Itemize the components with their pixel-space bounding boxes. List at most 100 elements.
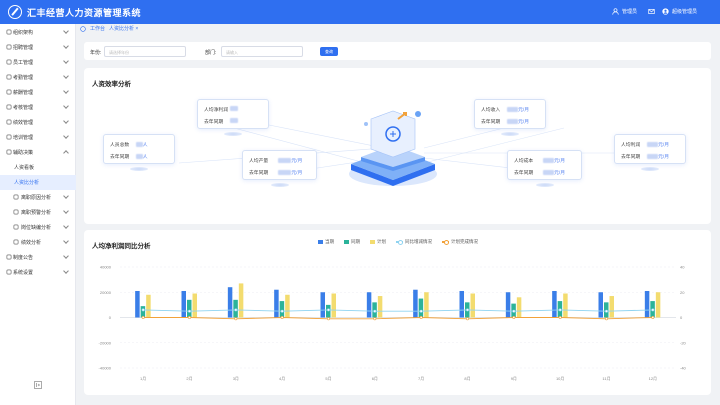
breadcrumb-home[interactable]: 工作台 — [90, 25, 105, 32]
line-point — [142, 309, 144, 311]
sidebar-item-16[interactable]: 系统设置 — [0, 265, 76, 280]
legend-label: 计划完成情况 — [451, 239, 478, 245]
leave-icon — [13, 194, 19, 200]
sidebar-item-label: 系统设置 — [13, 269, 33, 276]
bar-计划 — [146, 295, 151, 318]
x-tick-label: 6月 — [372, 376, 378, 381]
post-icon — [13, 224, 19, 230]
legend-label: 计划 — [377, 239, 386, 245]
sidebar-item-14[interactable]: 绩效分析 — [0, 235, 76, 250]
notice-icon — [6, 254, 12, 260]
metric-prev-value: 62% — [230, 118, 238, 124]
x-tick-label: 4月 — [279, 376, 285, 381]
line-point — [327, 309, 329, 311]
admin-menu[interactable]: 管理员 — [612, 8, 637, 15]
metric-label: 人均净利润 — [204, 106, 228, 113]
metric-card-output: 人均产量326584元/月去年同期285693元/月 — [242, 150, 317, 180]
server-illustration — [346, 94, 440, 194]
x-tick-label: 9月 — [511, 376, 517, 381]
metric-value: 86% — [230, 106, 238, 112]
bar-同期 — [419, 299, 424, 318]
sidebar-item-label: 薪酬管理 — [13, 89, 33, 96]
legend-item[interactable]: 计划 — [370, 239, 386, 245]
perf-icon — [6, 119, 12, 125]
legend-label: 当期 — [325, 239, 334, 245]
card-pedestal — [271, 183, 289, 187]
bar-计划 — [285, 295, 290, 318]
card-pedestal — [224, 132, 242, 136]
home-icon — [80, 26, 86, 32]
legend-item[interactable]: 当期 — [318, 239, 334, 245]
collapse-sidebar-icon[interactable] — [34, 381, 42, 389]
line-point — [559, 309, 561, 311]
breadcrumb-current[interactable]: 人资比分析 × — [109, 25, 138, 32]
sidebar-item-5[interactable]: 考核管理 — [0, 100, 76, 115]
bar-当期 — [274, 290, 279, 318]
y-tick-label: -20000 — [99, 340, 112, 345]
legend-item[interactable]: 同期 — [344, 239, 360, 245]
metric-card-headcount: 人员总数298人去年同期261人 — [103, 134, 175, 164]
sidebar-item-0[interactable]: 组织架构 — [0, 25, 76, 40]
y-tick-label: -40000 — [99, 366, 112, 371]
user-label: 超级管理员 — [672, 8, 697, 15]
sidebar-item-6[interactable]: 绩效管理 — [0, 115, 76, 130]
legend-item[interactable]: 同比增减情况 — [396, 239, 432, 245]
sidebar-item-label: 考核管理 — [13, 104, 33, 111]
card-pedestal — [501, 132, 519, 136]
sidebar-item-2[interactable]: 员工管理 — [0, 55, 76, 70]
sidebar-item-label: 人资比分析 — [14, 179, 39, 186]
bar-当期 — [599, 292, 604, 317]
metric-card-profit: 人均利润21568元/月去年同期18564元/月 — [614, 134, 686, 164]
x-tick-label: 2月 — [186, 376, 192, 381]
bar-当期 — [552, 291, 557, 318]
line-point — [652, 309, 654, 311]
y-tick-label: 40000 — [100, 265, 112, 270]
user-menu[interactable]: 超级管理员 — [662, 8, 697, 15]
salary-icon — [6, 89, 12, 95]
metric-value: 21568元/月 — [647, 141, 669, 148]
decide-icon — [6, 149, 12, 155]
sidebar-item-label: 招聘管理 — [13, 44, 33, 51]
x-tick-label: 8月 — [464, 376, 470, 381]
user-avatar-icon — [662, 8, 669, 15]
sidebar-item-label: 员工管理 — [13, 59, 33, 66]
bar-计划 — [239, 283, 244, 317]
metric-label: 人均成本 — [514, 157, 533, 164]
bar-当期 — [367, 292, 372, 317]
sidebar-item-12[interactable]: 离职预警分析 — [0, 205, 76, 220]
line-point — [142, 316, 144, 318]
legend-item[interactable]: 计划完成情况 — [442, 239, 478, 245]
sidebar-item-8[interactable]: 辅助决策 — [0, 145, 76, 160]
warn-icon — [13, 209, 19, 215]
dept-input[interactable]: 请输入 — [221, 46, 303, 57]
sidebar-item-13[interactable]: 岗位缺编分析 — [0, 220, 76, 235]
metric-label: 人均利润 — [621, 141, 640, 148]
y2-tick-label: 40 — [680, 265, 685, 270]
sidebar-item-7[interactable]: 培训管理 — [0, 130, 76, 145]
sidebar-item-15[interactable]: 制度公告 — [0, 250, 76, 265]
sidebar-item-4[interactable]: 薪酬管理 — [0, 85, 76, 100]
year-select[interactable]: 请选择年份 — [104, 46, 186, 57]
card-pedestal — [536, 183, 554, 187]
chevron-up-icon — [63, 150, 69, 156]
line-point — [513, 316, 515, 318]
line-point — [281, 316, 283, 318]
metric-value: 298人 — [136, 141, 148, 148]
sidebar-item-9[interactable]: 人资看板 — [0, 160, 76, 175]
chevron-down-icon — [63, 133, 69, 139]
chevron-down-icon — [63, 268, 69, 274]
chevron-down-icon — [63, 253, 69, 259]
x-tick-label: 1月 — [140, 376, 146, 381]
mail-icon[interactable] — [648, 8, 655, 15]
sidebar-item-3[interactable]: 考勤管理 — [0, 70, 76, 85]
sidebar-item-label: 人资看板 — [14, 164, 34, 171]
query-button[interactable]: 查询 — [320, 47, 338, 56]
sidebar-item-11[interactable]: 离职原因分析 — [0, 190, 76, 205]
chevron-down-icon — [63, 73, 69, 79]
bar-计划 — [378, 296, 383, 317]
legend-swatch — [442, 241, 449, 242]
sidebar-item-1[interactable]: 招聘管理 — [0, 40, 76, 55]
sidebar-item-10[interactable]: 人资比分析 — [0, 175, 76, 190]
bar-同期 — [280, 301, 285, 317]
metric-prev-value: 261人 — [136, 153, 148, 160]
